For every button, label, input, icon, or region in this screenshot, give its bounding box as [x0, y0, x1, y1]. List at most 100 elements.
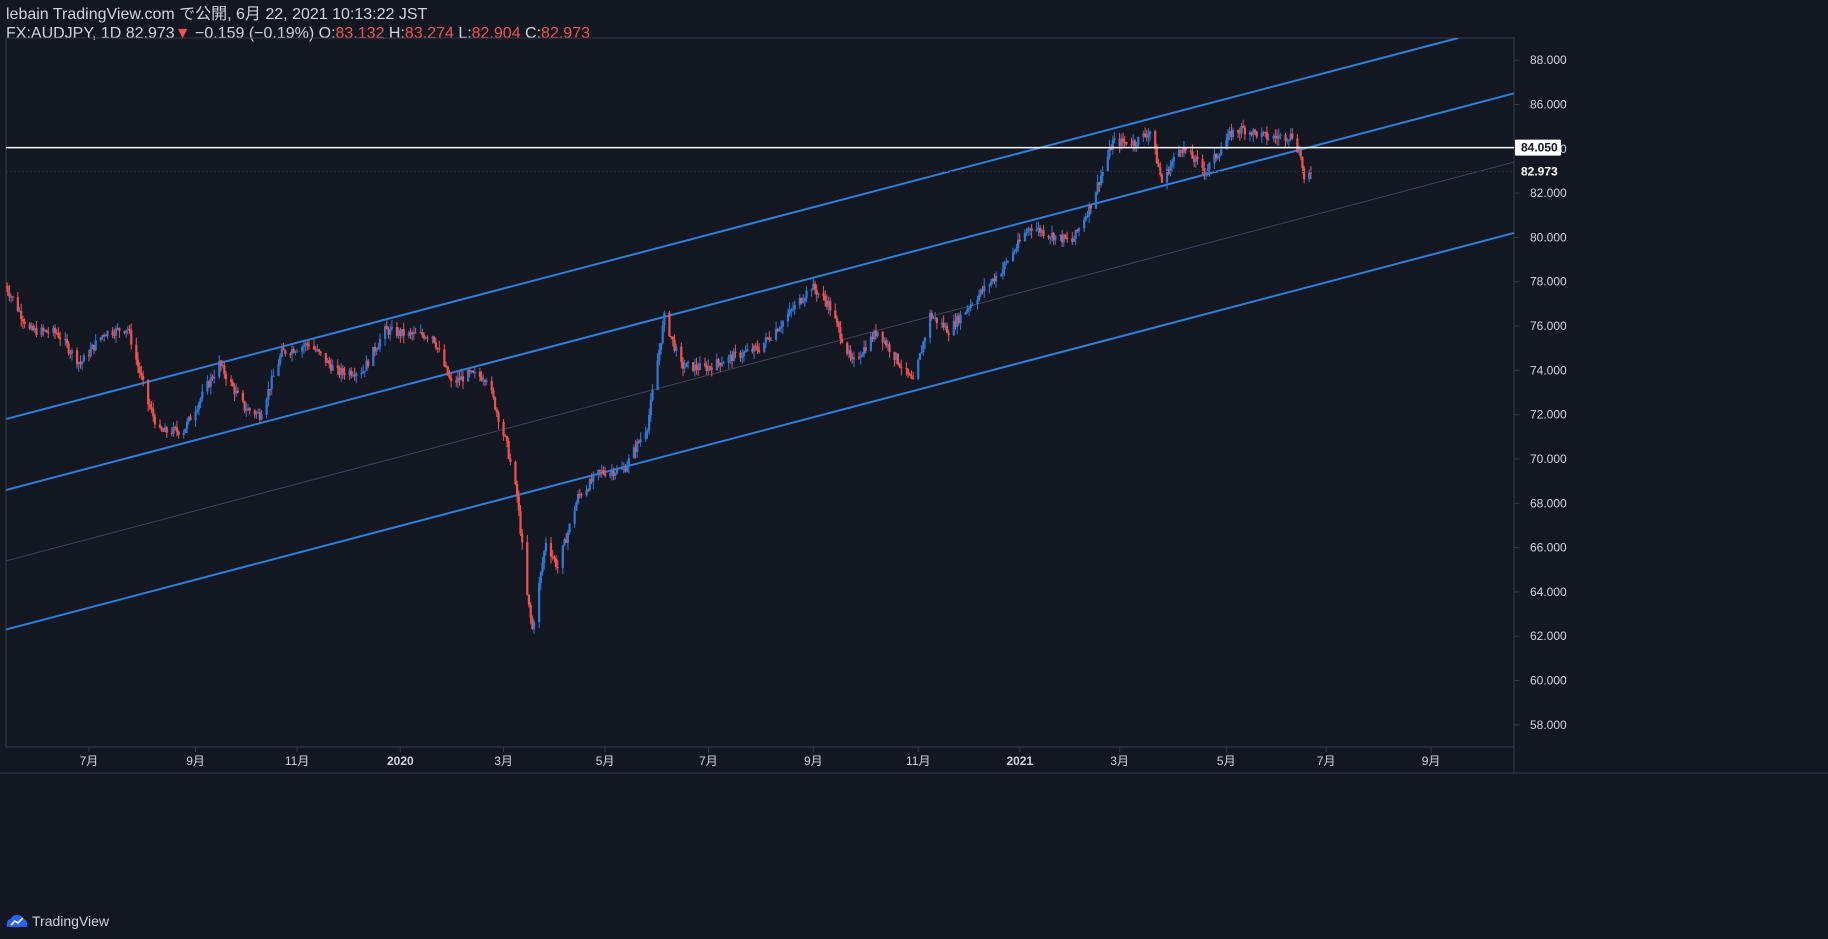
candle — [338, 365, 341, 379]
candle — [734, 344, 737, 359]
candle — [800, 297, 803, 305]
candle — [1220, 142, 1223, 156]
candle — [103, 332, 106, 342]
candle — [928, 309, 932, 344]
candle — [158, 419, 162, 429]
candle — [495, 407, 498, 417]
candle — [898, 362, 901, 369]
candle — [23, 318, 26, 329]
candle — [28, 321, 31, 331]
x-tick-label: 11月 — [906, 754, 930, 768]
candle — [803, 296, 806, 307]
y-tick-label: 68.000 — [1530, 496, 1567, 510]
channel-line[interactable] — [6, 161, 1514, 562]
candle — [609, 471, 612, 479]
candle — [245, 402, 248, 417]
candle — [851, 352, 854, 364]
channel-line[interactable] — [6, 38, 1459, 421]
candle — [952, 314, 955, 336]
candle — [1215, 153, 1218, 162]
footer: TradingView — [6, 911, 109, 931]
candle — [1101, 166, 1104, 184]
svg-text:82.973: 82.973 — [1521, 165, 1558, 179]
candle — [602, 466, 605, 476]
y-tick-label: 74.000 — [1530, 363, 1567, 377]
candle — [21, 315, 25, 329]
candle — [104, 334, 107, 337]
candle — [751, 343, 754, 354]
y-tick-label: 82.000 — [1530, 186, 1567, 200]
channel-lines — [6, 38, 1514, 631]
candle — [494, 396, 497, 411]
candle — [213, 369, 216, 384]
candle — [482, 373, 485, 386]
candle — [373, 342, 377, 357]
candle — [301, 344, 304, 358]
candle — [592, 471, 595, 490]
candle — [258, 408, 261, 424]
candle — [1230, 123, 1233, 141]
candle — [1098, 181, 1101, 193]
channel-line[interactable] — [6, 92, 1514, 491]
candle — [1189, 149, 1192, 155]
candle — [236, 387, 239, 394]
candle — [1193, 155, 1196, 168]
candle — [1143, 127, 1147, 138]
candle — [981, 286, 984, 295]
candle — [1171, 158, 1174, 173]
candle — [9, 294, 13, 303]
time-axis[interactable]: 7月 9月 11月 2020 3月 5月 7月 9月 11月 2021 3月 5月 7月 9月 — [80, 747, 1441, 768]
candle — [302, 341, 305, 354]
candle — [722, 360, 725, 364]
candle — [670, 335, 673, 340]
candle — [615, 465, 619, 475]
candle — [923, 336, 927, 349]
y-tick-label: 76.000 — [1530, 319, 1567, 333]
candle — [969, 298, 972, 312]
candle — [1006, 260, 1010, 264]
candle — [1225, 133, 1228, 150]
candle — [568, 522, 571, 535]
candle — [651, 384, 654, 402]
candle — [472, 369, 475, 374]
candle — [456, 370, 459, 389]
candle — [551, 549, 554, 561]
candle — [67, 340, 70, 356]
candle — [1147, 128, 1150, 145]
last-price-label: 82.973 — [1515, 163, 1561, 180]
candle — [75, 347, 79, 369]
candle — [30, 322, 33, 331]
candle — [116, 323, 119, 331]
candle — [661, 320, 664, 345]
candle — [710, 362, 713, 377]
candle — [444, 361, 448, 369]
price-axis[interactable]: 58.000 60.000 62.000 64.000 66.000 68.000 70.0… — [1514, 53, 1567, 732]
candle — [934, 311, 937, 322]
candle — [497, 410, 500, 430]
candle — [422, 332, 426, 341]
candle — [1264, 131, 1267, 138]
candle — [1096, 174, 1099, 195]
candle — [306, 341, 309, 351]
candle — [1015, 243, 1018, 254]
channel-line[interactable] — [6, 232, 1514, 631]
candle — [1299, 147, 1302, 161]
candle — [639, 432, 642, 447]
candle — [627, 454, 630, 474]
candle — [1111, 135, 1114, 155]
candle — [1267, 133, 1270, 141]
candle — [470, 370, 473, 374]
candle — [1228, 127, 1231, 141]
candle — [65, 334, 69, 348]
candle — [434, 337, 437, 351]
candle — [1108, 139, 1111, 160]
candle — [411, 330, 414, 341]
candle — [125, 330, 128, 338]
candle — [1154, 129, 1157, 155]
candle — [221, 360, 224, 369]
candle — [862, 340, 866, 358]
candle — [563, 537, 566, 547]
candle — [270, 369, 273, 396]
candle — [1003, 261, 1006, 277]
